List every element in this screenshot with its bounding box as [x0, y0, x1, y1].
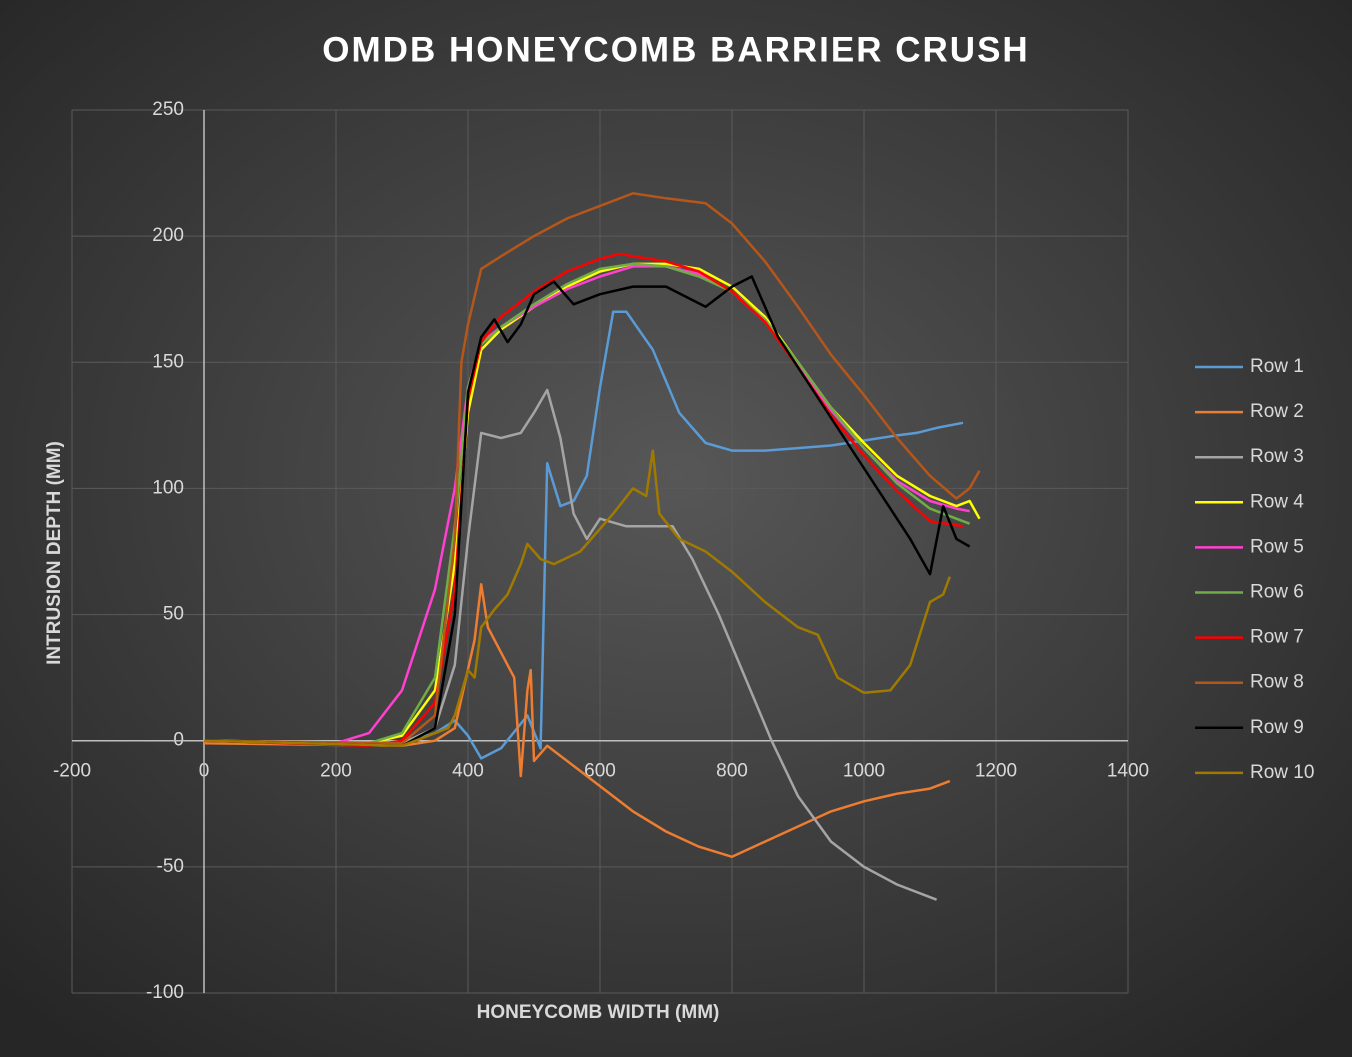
series-line [203, 192, 981, 745]
series-line [203, 449, 951, 748]
series-line [203, 262, 971, 745]
y-tick-label: 200 [152, 225, 184, 246]
x-tick-label: 800 [716, 761, 748, 782]
series-line [203, 275, 971, 748]
y-tick-label: 150 [152, 351, 184, 372]
chart-title: OMDB HONEYCOMB BARRIER CRUSH [322, 30, 1029, 69]
x-tick-label: 200 [320, 761, 352, 782]
legend-label: Row 10 [1250, 762, 1314, 783]
legend-label: Row 2 [1250, 401, 1304, 422]
legend-label: Row 7 [1250, 627, 1304, 648]
legend-label: Row 1 [1250, 356, 1304, 377]
x-tick-label: 1000 [843, 761, 885, 782]
y-tick-label: 250 [152, 99, 184, 120]
x-tick-label: 400 [452, 761, 484, 782]
legend-label: Row 5 [1250, 536, 1304, 557]
series-line [203, 583, 951, 859]
series-line [203, 388, 938, 901]
x-tick-label: 1400 [1107, 761, 1149, 782]
legend-label: Row 9 [1250, 717, 1304, 738]
y-tick-label: -50 [157, 856, 184, 877]
y-tick-label: -100 [146, 982, 184, 1003]
x-axis-title: HONEYCOMB WIDTH (MM) [477, 1002, 720, 1023]
x-tick-label: 1200 [975, 761, 1017, 782]
series-line [203, 252, 964, 748]
legend-label: Row 4 [1250, 491, 1304, 512]
legend-label: Row 3 [1250, 446, 1304, 467]
legend-label: Row 6 [1250, 582, 1304, 603]
y-tick-label: 100 [152, 477, 184, 498]
legend-label: Row 8 [1250, 672, 1304, 693]
y-tick-label: 50 [163, 604, 184, 625]
y-axis-title: INTRUSION DEPTH (MM) [44, 441, 65, 665]
x-tick-label: 600 [584, 761, 616, 782]
x-tick-label: -200 [53, 761, 91, 782]
